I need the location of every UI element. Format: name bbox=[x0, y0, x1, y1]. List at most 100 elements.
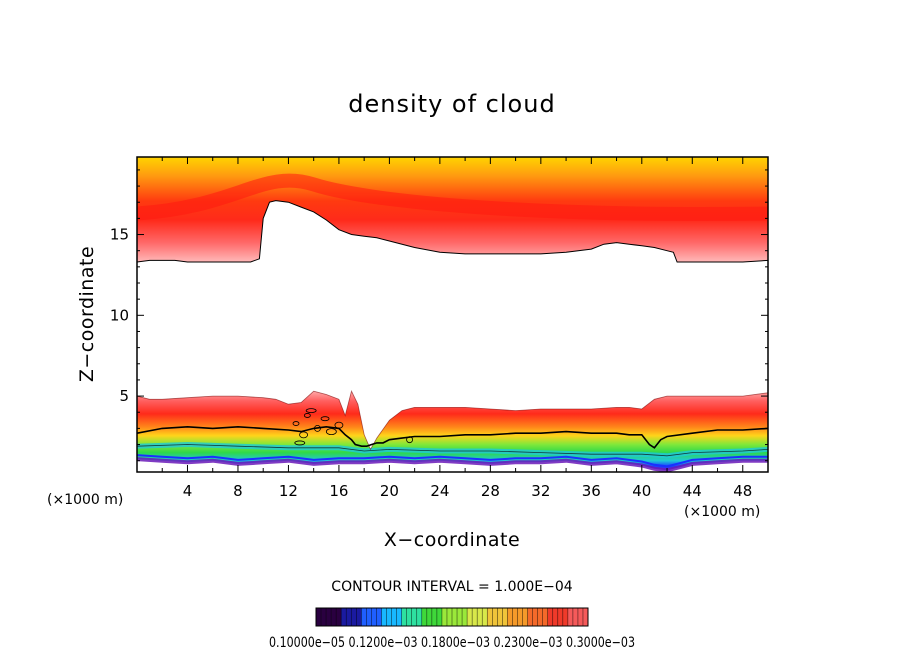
colorbar-swatch bbox=[522, 608, 528, 626]
chart-title: density of cloud bbox=[348, 90, 555, 118]
turbulence-contour bbox=[314, 424, 321, 432]
colorbar-swatch bbox=[406, 608, 413, 626]
colorbar-swatch bbox=[492, 608, 498, 626]
colorbar-swatch bbox=[366, 608, 372, 626]
colorbar-swatch bbox=[321, 608, 327, 626]
colorbar-swatch bbox=[381, 608, 387, 626]
x-tick-label: 16 bbox=[329, 482, 348, 500]
turbulence-contour bbox=[303, 413, 311, 418]
x-tick-label: 32 bbox=[531, 482, 550, 500]
colorbar-swatch bbox=[547, 608, 554, 626]
colorbar-swatch bbox=[567, 608, 574, 626]
colorbar-swatch bbox=[361, 608, 367, 626]
colorbar-swatch bbox=[326, 608, 332, 626]
colorbar-swatch bbox=[441, 608, 448, 626]
colorbar-swatch bbox=[452, 608, 458, 626]
colorbar-swatch bbox=[457, 608, 463, 626]
y-axis: 5 10 15 bbox=[110, 169, 768, 462]
turbulence-contour bbox=[292, 421, 300, 426]
colorbar-swatch bbox=[472, 608, 478, 626]
colorbar-swatch bbox=[467, 608, 473, 626]
x-tick-label: 48 bbox=[733, 482, 752, 500]
violet-band bbox=[137, 457, 768, 472]
turbulence-contour bbox=[305, 408, 317, 414]
colorbar-swatch bbox=[482, 608, 488, 626]
x-axis-unit-left: (×1000 m) bbox=[47, 492, 123, 508]
x-tick-label: 8 bbox=[233, 482, 243, 500]
colorbar-swatch bbox=[396, 608, 402, 626]
colorbar-swatch bbox=[411, 608, 418, 626]
colorbar-swatch bbox=[562, 608, 569, 626]
turbulence-contour bbox=[299, 431, 308, 439]
x-axis: 4 8 12 16 20 24 28 32 36 40 44 48 bbox=[161, 157, 752, 500]
colorbar-swatch bbox=[386, 608, 392, 626]
x-tick-label: 40 bbox=[632, 482, 651, 500]
colorbar-swatch bbox=[401, 608, 407, 626]
x-tick-label: 24 bbox=[430, 482, 449, 500]
colorbar-swatch bbox=[426, 608, 433, 626]
colorbar-swatch bbox=[376, 608, 382, 626]
upper-cloud-core bbox=[137, 173, 768, 221]
colorbar-swatch bbox=[557, 608, 564, 626]
x-tick-label: 4 bbox=[183, 482, 193, 500]
contour-interval-label: CONTOUR INTERVAL = 1.000E−04 bbox=[331, 579, 572, 595]
colorbar-swatch bbox=[487, 608, 493, 626]
y-tick-label: 10 bbox=[110, 306, 129, 324]
colorbar bbox=[315, 607, 589, 627]
colorbar-swatch bbox=[446, 608, 453, 626]
y-tick-label: 15 bbox=[110, 226, 129, 244]
colorbar-swatch bbox=[577, 608, 584, 626]
colorbar-swatch bbox=[552, 608, 559, 626]
turbulence-contour bbox=[294, 440, 306, 446]
colorbar-swatch bbox=[331, 608, 337, 626]
x-axis-unit-right: (×1000 m) bbox=[684, 504, 760, 520]
colorbar-swatch bbox=[507, 608, 513, 626]
plot-frame bbox=[136, 156, 769, 473]
y-tick-label: 5 bbox=[119, 387, 129, 405]
lower-top-contour bbox=[137, 390, 768, 451]
colorbar-swatch bbox=[582, 608, 589, 626]
colorbar-swatch bbox=[421, 608, 428, 626]
turbulence-contour bbox=[325, 428, 337, 436]
x-tick-label: 20 bbox=[380, 482, 399, 500]
blue-band bbox=[137, 454, 768, 468]
turbulence-contour bbox=[334, 421, 344, 429]
colorbar-labels: 0.10000e−05 0.1200e−03 0.1800e−03 0.2300… bbox=[269, 635, 635, 651]
x-tick-label: 28 bbox=[481, 482, 500, 500]
colorbar-swatch bbox=[477, 608, 483, 626]
colorbar-swatch bbox=[542, 608, 549, 626]
colorbar-swatch bbox=[512, 608, 518, 626]
turbulence-contour bbox=[406, 436, 413, 444]
lower-mid-contour bbox=[137, 425, 768, 449]
colorbar-swatch bbox=[341, 608, 347, 626]
x-tick-label: 36 bbox=[582, 482, 601, 500]
colorbar-swatch bbox=[497, 608, 503, 626]
colorbar-swatch bbox=[436, 608, 443, 626]
colorbar-swatch bbox=[356, 608, 362, 626]
colorbar-swatch bbox=[517, 608, 523, 626]
colorbar-swatch bbox=[351, 608, 357, 626]
colorbar-swatch bbox=[462, 608, 468, 626]
x-axis-label: X−coordinate bbox=[384, 529, 520, 551]
colorbar-swatch bbox=[346, 608, 352, 626]
x-tick-label: 44 bbox=[683, 482, 702, 500]
upper-cloud-base-contour bbox=[137, 200, 768, 263]
colorbar-frame bbox=[315, 607, 589, 627]
colorbar-swatch bbox=[431, 608, 438, 626]
colorbar-swatch bbox=[371, 608, 377, 626]
colorbar-swatch bbox=[391, 608, 397, 626]
lower-green-contour bbox=[137, 444, 768, 457]
colorbar-swatch bbox=[336, 608, 342, 626]
colorbar-swatch bbox=[416, 608, 423, 626]
colorbar-swatch bbox=[316, 608, 322, 626]
colorbar-swatch bbox=[572, 608, 579, 626]
colorbar-swatch bbox=[532, 608, 538, 626]
colorbar-swatch bbox=[527, 608, 533, 626]
turbulence-contour bbox=[320, 416, 330, 422]
colorbar-swatch bbox=[502, 608, 508, 626]
y-axis-label: Z−coordinate bbox=[76, 246, 98, 382]
x-tick-label: 12 bbox=[279, 482, 298, 500]
colorbar-swatch bbox=[537, 608, 543, 626]
plot-area bbox=[137, 157, 768, 472]
